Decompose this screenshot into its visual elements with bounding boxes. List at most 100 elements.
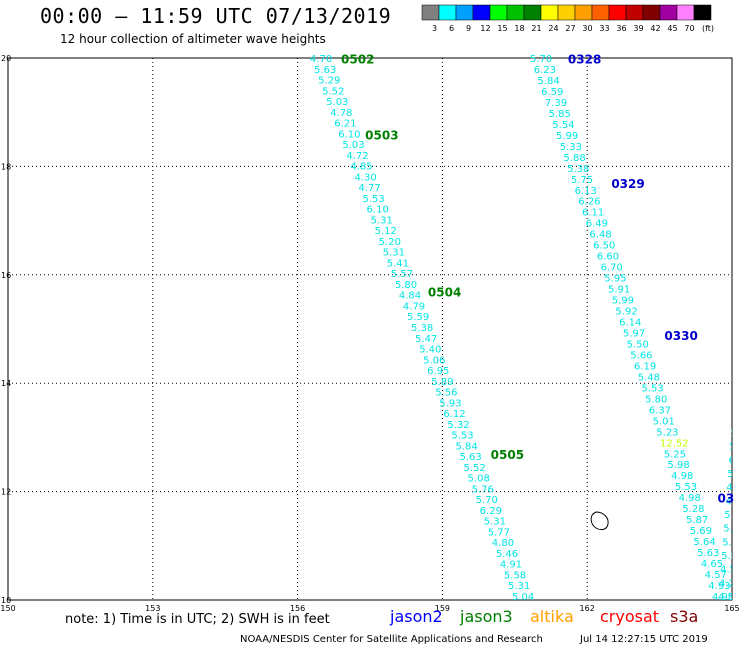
wave-height-value: 6.26 <box>578 197 600 208</box>
wave-height-value: 5.28 <box>682 504 704 515</box>
satellite-jason2: jason2 <box>390 607 443 626</box>
wave-height-value: 5.99 <box>556 131 578 142</box>
wave-height-value: 5.89 <box>431 377 453 388</box>
wave-height-value: 5 <box>727 469 733 480</box>
lat-tick-label: 18 <box>1 162 11 171</box>
wave-height-value: 5.87 <box>686 515 708 526</box>
wave-height-value: 5.25 <box>664 449 686 460</box>
wave-height-value: 5.76 <box>724 510 740 521</box>
wave-height-value: 5.47 <box>415 334 437 345</box>
wave-height-value: 6.11 <box>582 208 604 219</box>
lat-tick-label: 14 <box>1 379 11 388</box>
wave-height-value: 6.70 <box>601 263 623 274</box>
pass-label: 0330 <box>664 329 697 343</box>
satellite-s3a: s3a <box>670 607 699 626</box>
lon-tick-label: 159 <box>435 604 450 613</box>
satellite-jason3: jason3 <box>460 607 513 626</box>
lon-tick-label: 156 <box>290 604 305 613</box>
legend-label: 42 <box>650 24 660 33</box>
wave-height-value: 5.63 <box>314 65 336 76</box>
wave-height-value: 5.57 <box>391 269 413 280</box>
wave-height-value: 5.69 <box>690 526 712 537</box>
legend-label: 18 <box>514 24 524 33</box>
wave-height-value: 4.77 <box>358 183 380 194</box>
wave-height-value: 4.98 <box>679 493 701 504</box>
legend-label: 30 <box>582 24 592 33</box>
wave-height-value: 4.65 <box>701 559 723 570</box>
wave-height-value: 4.93 <box>708 581 730 592</box>
wave-height-value: 5.41 <box>387 258 409 269</box>
lon-tick-label: 165 <box>724 604 739 613</box>
wave-height-value: 6.37 <box>649 405 671 416</box>
footer-note: note: 1) Time is in UTC; 2) SWH is in fe… <box>65 612 330 627</box>
map-frame <box>7 57 733 601</box>
wave-height-value: 5.88 <box>563 153 585 164</box>
wave-height-value: 5.03 <box>342 140 364 151</box>
wave-height-value: 5.32 <box>447 420 469 431</box>
wave-height-value: 5.04 <box>512 592 534 603</box>
pass-label: 0503 <box>365 128 398 142</box>
wave-height-value: 4.30 <box>354 172 376 183</box>
wave-height-value: 6.10 <box>367 205 389 216</box>
satellite-cryosat: cryosat <box>600 607 660 626</box>
wave-height-value: 5.03 <box>326 97 348 108</box>
wave-height-value: 6.95 <box>427 366 449 377</box>
wave-height-value: 6 <box>736 360 740 371</box>
legend-label: 39 <box>633 24 643 33</box>
page-subtitle: 12 hour collection of altimeter wave hei… <box>60 32 326 46</box>
wave-height-value: 5.31 <box>508 581 530 592</box>
wave-height-value: 5.23 <box>656 427 678 438</box>
legend-label: 70 <box>684 24 694 33</box>
wave-height-value: 5.53 <box>641 383 663 394</box>
wave-height-value: 5.46 <box>496 549 518 560</box>
wave-height-value: 5.92 <box>615 307 637 318</box>
wave-height-value: 5.33 <box>560 142 582 153</box>
wave-height-value: 5.54 <box>552 120 574 131</box>
island-outline <box>590 511 609 531</box>
wave-height-value: 5.70 <box>476 495 498 506</box>
wave-height-value: 4.72 <box>346 151 368 162</box>
wave-height-value: 6 <box>728 455 734 466</box>
wave-height-value: 5.31 <box>484 517 506 528</box>
pass-label: 0328 <box>568 52 601 66</box>
wave-height-value: 5.48 <box>638 372 660 383</box>
wave-height-value: 5.29 <box>318 76 340 87</box>
wave-height-value: 5.80 <box>645 394 667 405</box>
wave-height-value: 12.52 <box>660 438 689 449</box>
wave-height-value: 5.56 <box>435 388 457 399</box>
legend-label: 3 <box>432 24 437 33</box>
wave-height-value: 4.85 <box>350 162 372 173</box>
wave-height-value: 5.77 <box>488 527 510 538</box>
wave-height-value: 6.49 <box>586 219 608 230</box>
wave-height-value: 4.98 <box>671 471 693 482</box>
wave-height-value: 5.91 <box>608 285 630 296</box>
wave-height-value: 5.76 <box>472 484 494 495</box>
generation-timestamp: Jul 14 12:27:15 UTC 2019 <box>580 634 708 645</box>
legend-label: 6 <box>449 24 454 33</box>
wave-height-value: 5.63 <box>697 548 719 559</box>
track-layer: 4.705.635.295.525.034.786.216.105.034.72… <box>310 54 740 603</box>
wave-height-value: 6.48 <box>589 230 611 241</box>
wave-height-value: 5.31 <box>371 215 393 226</box>
wave-height-value: 5.01 <box>653 416 675 427</box>
pass-label: 03 <box>718 491 735 505</box>
pass-label: 0505 <box>491 448 524 462</box>
wave-height-value: 5.93 <box>439 398 461 409</box>
lat-tick-label: 10 <box>1 596 11 605</box>
wave-height-value: 6.21 <box>334 119 356 130</box>
wave-height-value: 5.78 <box>723 524 740 535</box>
wave-height-value: 5 <box>732 414 738 425</box>
credit-line: NOAA/NESDIS Center for Satellite Applica… <box>240 634 543 645</box>
wave-height-value: 6.13 <box>575 186 597 197</box>
wave-height-value: 5.89 <box>722 537 740 548</box>
wave-height-value: 4.79 <box>403 301 425 312</box>
wave-height-value: 5.06 <box>423 355 445 366</box>
legend-swatch <box>693 4 712 21</box>
legend-label: 27 <box>565 24 575 33</box>
wave-height-value: 4.58 <box>718 592 740 603</box>
legend-label: 21 <box>531 24 541 33</box>
wave-height-value: 5.53 <box>363 194 385 205</box>
wave-height-value: 7.39 <box>545 98 567 109</box>
wave-height-value: 5.97 <box>623 328 645 339</box>
